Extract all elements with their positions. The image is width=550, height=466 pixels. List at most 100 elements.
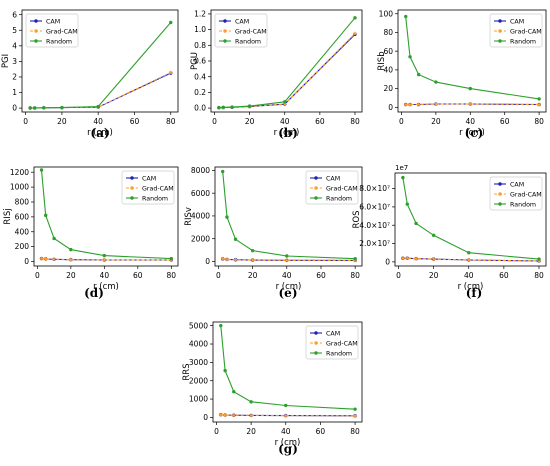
- legend-marker-grad-cam: [130, 186, 134, 190]
- legend-label-cam: CAM: [510, 181, 524, 188]
- legend-marker-cam: [34, 19, 38, 23]
- y-tick-label: 5: [12, 26, 17, 35]
- data-point-grad-cam: [248, 412, 254, 418]
- y-tick-label: 6: [12, 10, 17, 19]
- x-tick-label: 60: [499, 271, 509, 280]
- y-tick-label: 2: [12, 73, 17, 82]
- legend-box: [121, 170, 175, 205]
- legend: CAM Grad-CAM Random: [214, 13, 268, 48]
- data-point-random: [404, 14, 408, 19]
- legend-box: [489, 13, 543, 48]
- data-point-random: [416, 72, 421, 77]
- y-tick-label: 1200: [10, 168, 29, 177]
- legend-label-grad-cam: Grad-CAM: [235, 28, 267, 35]
- legend-label-random: Random: [142, 195, 168, 202]
- data-point-grad-cam: [413, 256, 419, 261]
- legend-marker-grad-cam: [314, 341, 318, 345]
- series-line-grad-cam: [220, 414, 356, 417]
- x-tick-label: 80: [166, 117, 176, 126]
- data-point-random: [247, 104, 252, 108]
- subplot-f: 0 20 40 60 80 0 2.0×10⁷ 4.0×10⁷ 6.0×10⁷ 8.0×10⁷ 1e…: [352, 164, 547, 292]
- data-point-random: [217, 105, 221, 110]
- series-line-random: [40, 169, 172, 260]
- y-tick-label: 200: [15, 242, 30, 251]
- data-point-grad-cam: [352, 413, 358, 418]
- y-tick-label: 60: [383, 47, 393, 56]
- x-tick-label: 60: [315, 117, 325, 126]
- y-tick-label: 3000: [189, 358, 208, 367]
- y-tick-label: 0.6: [194, 57, 206, 66]
- legend-label-cam: CAM: [142, 175, 156, 182]
- x-tick-label: 80: [350, 427, 360, 436]
- x-tick-label: 80: [350, 271, 360, 280]
- y-tick-label: 0: [203, 413, 208, 422]
- data-point-random: [52, 236, 56, 241]
- x-axis-label: r (cm): [459, 128, 485, 138]
- y-tick-label: 20: [383, 84, 393, 93]
- y-tick-label: 4000: [191, 212, 210, 221]
- x-tick-label: 40: [93, 117, 103, 126]
- y-tick-label: 80: [383, 28, 393, 37]
- y-tick-label: 0: [12, 104, 17, 113]
- series-line-grad-cam: [222, 258, 356, 261]
- x-tick-label: 80: [350, 117, 360, 126]
- y-tick-label: 0.4: [194, 72, 206, 81]
- series-line-grad-cam: [41, 258, 172, 261]
- x-tick-label: 60: [133, 271, 143, 280]
- x-axis-label: r (cm): [274, 128, 300, 138]
- x-tick-label: 0: [216, 271, 221, 280]
- data-point-random: [220, 169, 225, 174]
- x-tick-label: 60: [316, 271, 326, 280]
- subplot-caption: (b): [278, 126, 298, 140]
- legend-label-cam: CAM: [510, 18, 524, 25]
- data-point-grad-cam: [231, 412, 237, 418]
- data-point-grad-cam: [224, 257, 230, 262]
- legend: CAM Grad-CAM Random: [305, 325, 359, 360]
- x-tick-label: 60: [500, 117, 510, 126]
- series-line-grad-cam: [402, 257, 540, 262]
- data-point-random: [169, 20, 173, 25]
- subplot-caption: (c): [464, 126, 484, 140]
- data-point-grad-cam: [407, 102, 413, 107]
- data-point-random: [401, 175, 405, 180]
- legend-label-cam: CAM: [326, 330, 340, 337]
- data-point-random: [233, 237, 238, 241]
- y-tick-label: 400: [15, 227, 30, 236]
- data-point-random: [283, 100, 287, 104]
- x-tick-label: 40: [464, 271, 474, 280]
- x-tick-label: 20: [431, 117, 441, 126]
- data-point-random: [284, 403, 288, 408]
- subplot-a: 0 20 40 60 80 0 1 2 3 4 5 6 r (cm) PGI CAM Grad-CAM Rand…: [1, 9, 179, 138]
- data-point-random: [42, 106, 46, 110]
- data-point-grad-cam: [168, 70, 174, 75]
- legend-box: [489, 176, 543, 211]
- series-line-random: [405, 16, 540, 100]
- data-point-grad-cam: [102, 257, 107, 262]
- subplot-g: 0 20 40 60 80 0 1000 2000 3000 4000 5000 r (cm) RRS C…: [182, 321, 363, 448]
- y-tick-label: 2000: [189, 376, 208, 385]
- x-tick-label: 40: [100, 271, 110, 280]
- data-point-random: [353, 16, 357, 20]
- data-point-grad-cam: [405, 255, 410, 261]
- data-point-random: [169, 256, 174, 261]
- subplot-caption: (f): [465, 286, 483, 300]
- y-tick-label: 0.8: [194, 41, 206, 50]
- data-point-grad-cam: [468, 101, 473, 106]
- legend-label-grad-cam: Grad-CAM: [510, 28, 542, 35]
- x-axis-label: r (cm): [275, 438, 301, 448]
- data-point-grad-cam: [218, 412, 224, 417]
- data-point-random: [250, 248, 255, 253]
- legend-label-random: Random: [235, 38, 261, 45]
- data-point-random: [353, 407, 357, 411]
- x-tick-label: 80: [534, 271, 544, 280]
- y-tick-label: 1000: [10, 183, 29, 192]
- legend-marker-grad-cam: [223, 29, 227, 33]
- y-tick-label: 1: [12, 88, 17, 97]
- data-point-random: [221, 105, 225, 110]
- y-tick-label: 6.0×10⁷: [359, 203, 390, 212]
- legend-label-grad-cam: Grad-CAM: [46, 28, 78, 35]
- y-tick-label: 2000: [191, 234, 210, 243]
- legend-label-grad-cam: Grad-CAM: [326, 340, 358, 347]
- legend-marker-cam: [223, 19, 227, 23]
- y-tick-label: 2.0×10⁷: [359, 239, 390, 248]
